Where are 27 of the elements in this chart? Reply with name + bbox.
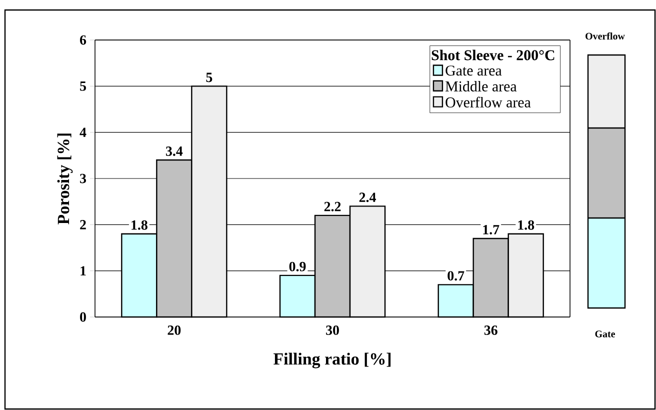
- x-tick-label: 20: [168, 326, 181, 335]
- legend-label: Overflow area: [446, 96, 531, 108]
- legend-label: Middle area: [445, 80, 517, 92]
- legend-label: Gate area: [446, 66, 502, 76]
- y-tick-label: 0: [80, 312, 86, 322]
- x-axis-title: Filling ratio [%]: [274, 352, 391, 368]
- x-tick-label: 30: [326, 326, 339, 335]
- text: Overflow: [586, 32, 625, 40]
- data-label: 1.8: [518, 220, 534, 230]
- x-tick-label: 36: [484, 326, 498, 335]
- legend-title: Shot Sleeve - 200°C: [432, 50, 554, 60]
- data-label: 0.7: [448, 271, 464, 281]
- data-label: 5: [206, 72, 212, 82]
- data-label: 0.9: [289, 262, 306, 272]
- data-label: 1.7: [483, 225, 500, 234]
- y-tick-label: 1: [80, 266, 86, 276]
- y-axis-title: Porosity [%]: [57, 134, 73, 224]
- data-label: 2.4: [359, 192, 376, 202]
- y-tick-label: 2: [80, 220, 86, 230]
- y-tick-label: 5: [80, 82, 86, 91]
- text: Gate: [595, 330, 615, 338]
- y-tick-label: 6: [80, 35, 86, 45]
- y-tick-label: 3: [80, 174, 86, 184]
- data-label: 2.2: [324, 202, 341, 212]
- data-label: 1.8: [132, 220, 148, 230]
- y-tick-label: 4: [80, 128, 86, 137]
- data-label: 3.4: [166, 146, 183, 156]
